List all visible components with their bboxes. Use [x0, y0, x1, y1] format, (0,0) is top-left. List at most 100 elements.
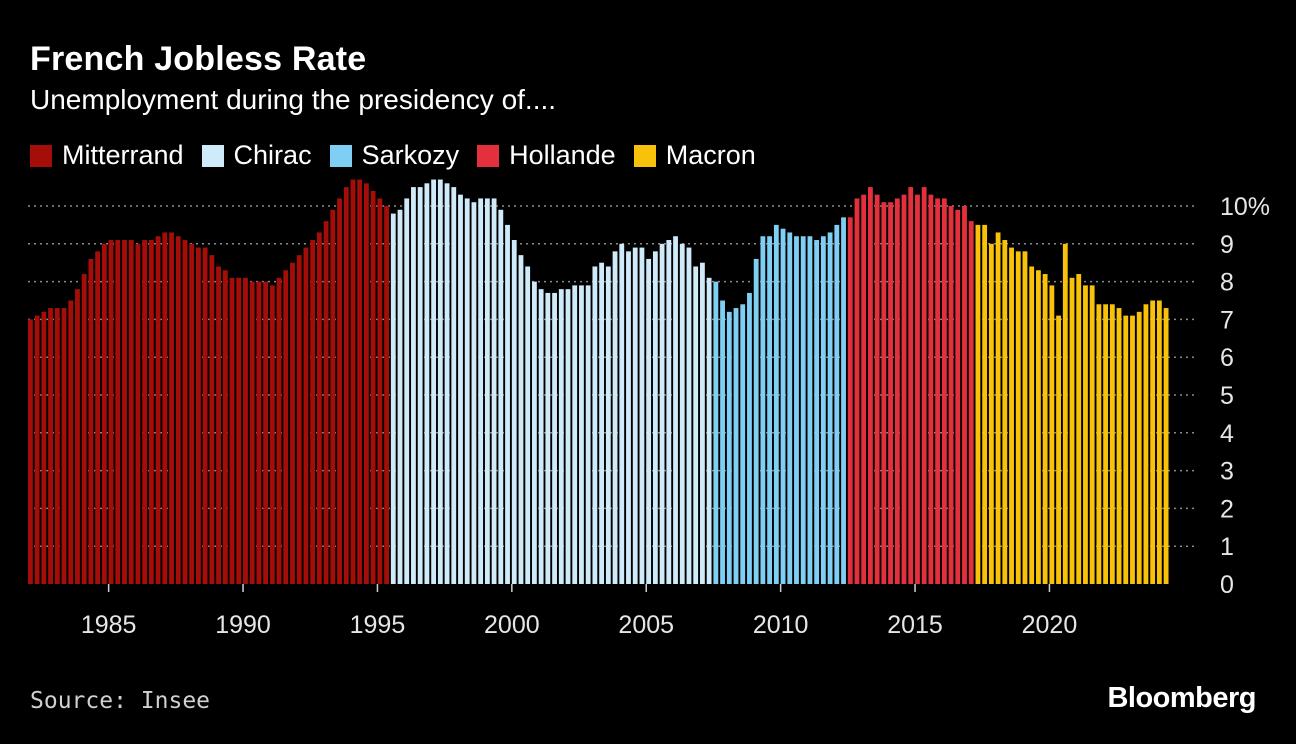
bar-chirac [444, 183, 450, 584]
bar-chirac [545, 292, 551, 584]
bar-hollande [861, 194, 867, 584]
bar-hollande [921, 187, 927, 584]
bar-chirac [390, 213, 396, 584]
bar-sarkozy [747, 292, 752, 584]
bar-macron [1163, 308, 1169, 584]
bar-mitterrand [350, 179, 356, 585]
bar-macron [1069, 277, 1075, 584]
bar-sarkozy [767, 236, 773, 585]
bar-mitterrand [81, 274, 87, 584]
bar-chirac [572, 285, 578, 584]
bar-mitterrand [189, 243, 195, 585]
bar-macron [1150, 300, 1156, 584]
x-tick-label: 2010 [753, 611, 809, 639]
bar-chirac [505, 224, 510, 584]
bar-sarkozy [800, 236, 806, 585]
bar-mitterrand [377, 198, 383, 584]
bar-chirac [659, 243, 665, 585]
bar-mitterrand [142, 240, 148, 584]
bar-chirac [404, 198, 410, 584]
bar-chirac [619, 243, 625, 585]
bar-chirac [552, 292, 557, 584]
legend-label-mitterrand: Mitterrand [62, 140, 184, 170]
bar-mitterrand [343, 187, 349, 584]
legend-label-hollande: Hollande [509, 140, 616, 170]
bar-mitterrand [249, 281, 255, 584]
legend-swatch-mitterrand [30, 144, 52, 167]
bar-mitterrand [316, 232, 322, 584]
bar-mitterrand [310, 240, 316, 584]
bar-macron [988, 243, 994, 585]
bar-mitterrand [182, 240, 188, 584]
bar-chirac [626, 251, 631, 585]
bar-macron [1116, 308, 1122, 584]
x-tick-label: 2005 [618, 611, 674, 639]
bar-chirac [706, 277, 712, 584]
x-tick-label: 2015 [887, 611, 943, 639]
bar-mitterrand [148, 240, 154, 584]
y-tick-label: 1 [1220, 533, 1234, 561]
bar-mitterrand [128, 240, 134, 584]
bar-macron [1042, 274, 1048, 584]
legend-swatch-hollande [477, 144, 500, 167]
bar-macron [1096, 304, 1102, 584]
y-tick-label: 6 [1220, 344, 1234, 372]
bar-sarkozy [773, 224, 779, 584]
bar-chirac [484, 198, 490, 584]
bar-macron [1002, 240, 1008, 584]
legend-label-sarkozy: Sarkozy [361, 140, 460, 170]
bar-chirac [632, 247, 638, 584]
x-tick-label: 1985 [81, 611, 137, 639]
bar-macron [1083, 285, 1088, 584]
bar-chirac [646, 258, 652, 584]
bar-mitterrand [162, 232, 168, 584]
bar-sarkozy [787, 232, 793, 584]
bar-chirac [639, 247, 645, 584]
x-tick-label: 2020 [1022, 611, 1078, 639]
bar-hollande [881, 202, 887, 584]
bar-sarkozy [733, 308, 739, 584]
bar-mitterrand [95, 251, 101, 585]
bar-sarkozy [726, 311, 732, 584]
bar-chirac [558, 289, 564, 584]
gridlines [28, 205, 1196, 547]
bar-mitterrand [263, 281, 269, 584]
bar-mitterrand [243, 277, 248, 584]
bar-macron [982, 224, 988, 584]
bar-mitterrand [155, 236, 161, 585]
bar-mitterrand [48, 308, 53, 584]
bar-mitterrand [196, 247, 201, 584]
bar-chirac [511, 240, 517, 584]
bar-sarkozy [841, 217, 846, 584]
bar-chirac [525, 266, 531, 584]
bar-macron [1130, 315, 1135, 584]
bar-sarkozy [834, 224, 840, 584]
bar-mitterrand [115, 240, 121, 584]
bar-mitterrand [384, 206, 389, 584]
bar-mitterrand [202, 247, 208, 584]
bar-sarkozy [794, 236, 799, 585]
bar-chirac [532, 281, 537, 584]
bar-chirac [431, 179, 437, 585]
bar-macron [1076, 274, 1082, 584]
bar-chirac [437, 179, 443, 585]
bar-chirac [579, 285, 584, 584]
bar-chirac [498, 209, 504, 584]
bar-chirac [417, 187, 423, 584]
bar-macron [1022, 251, 1028, 585]
bar-mitterrand [303, 247, 309, 584]
bar-mitterrand [283, 270, 289, 584]
y-tick-label: 9 [1220, 231, 1234, 259]
bar-macron [1123, 315, 1129, 584]
bar-chirac [599, 262, 605, 584]
legend-swatch-sarkozy [329, 144, 352, 167]
x-tick-label: 1990 [215, 611, 271, 639]
bar-macron [1156, 300, 1162, 584]
bar-mitterrand [175, 236, 181, 585]
bar-chirac [491, 198, 497, 584]
bar-chirac [612, 251, 618, 585]
legend-item-sarkozy: Sarkozy [329, 140, 460, 171]
bar-sarkozy [720, 300, 725, 584]
legend-swatch-chirac [201, 144, 224, 167]
bar-hollande [928, 194, 934, 584]
